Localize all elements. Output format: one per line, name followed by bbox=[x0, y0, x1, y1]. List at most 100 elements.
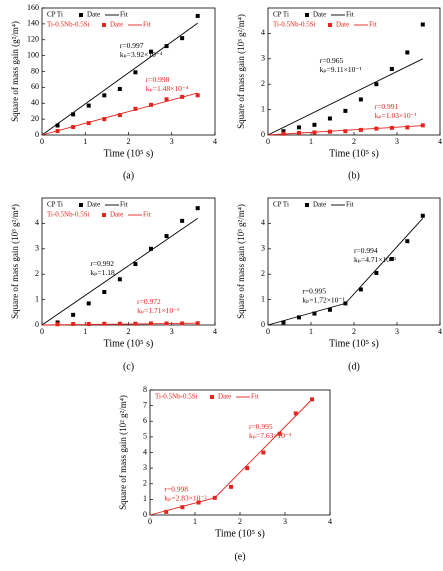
y-tick-label: 3 bbox=[143, 463, 147, 472]
caption: (a) bbox=[123, 170, 134, 181]
x-axis-label: Time (10⁵ s) bbox=[215, 528, 265, 539]
data-point bbox=[343, 301, 348, 306]
data-point bbox=[164, 234, 169, 239]
data-point bbox=[327, 307, 332, 312]
legend-label: Fit bbox=[143, 21, 151, 29]
data-point bbox=[71, 112, 76, 117]
data-point bbox=[164, 44, 169, 49]
data-point bbox=[117, 113, 122, 118]
x-tick-label: 4 bbox=[438, 137, 442, 146]
legend-label: Fit bbox=[120, 201, 128, 209]
annotation: kₚ=2.83×10⁻² bbox=[164, 494, 207, 503]
data-point bbox=[148, 102, 153, 107]
y-tick-label: 60 bbox=[31, 82, 39, 91]
data-point bbox=[148, 49, 153, 54]
caption: (e) bbox=[234, 551, 245, 562]
y-tick-label: 0 bbox=[143, 510, 147, 519]
data-point bbox=[374, 82, 379, 87]
annotation: kₚ=9.11×10⁻¹ bbox=[320, 65, 362, 74]
data-point bbox=[148, 246, 153, 251]
annotation: r=0.972 bbox=[137, 297, 161, 306]
legend-label: Ti-0.5Nb-0.5Si bbox=[273, 21, 316, 29]
annotation: r=0.998 bbox=[164, 485, 188, 494]
data-point bbox=[261, 450, 266, 455]
data-point bbox=[180, 505, 185, 510]
data-point bbox=[102, 117, 107, 122]
data-point bbox=[343, 108, 348, 113]
legend-label: Fit bbox=[369, 21, 377, 29]
annotation: kₚ=1.18 bbox=[90, 268, 115, 277]
data-point bbox=[55, 123, 60, 128]
legend-label: Date bbox=[336, 21, 349, 29]
data-point bbox=[117, 277, 122, 282]
legend-label: Date bbox=[313, 201, 326, 209]
data-point bbox=[374, 270, 379, 275]
y-tick-label: 3 bbox=[261, 54, 265, 63]
legend-label: CP Ti bbox=[47, 201, 63, 209]
panel: 0 1 2 3 4 0 1 2 3 4 Time (10⁵ s) Square of mass gai… bbox=[236, 7, 442, 181]
legend-marker bbox=[305, 203, 309, 207]
x-tick-label: 4 bbox=[438, 327, 442, 336]
data-point bbox=[71, 321, 76, 326]
x-tick-label: 0 bbox=[266, 137, 270, 146]
legend-label: CP Ti bbox=[47, 11, 63, 19]
y-tick-label: 3 bbox=[261, 244, 265, 253]
data-point bbox=[310, 397, 314, 402]
y-tick-label: 40 bbox=[31, 98, 39, 107]
y-tick-label: 4 bbox=[261, 28, 265, 37]
y-tick-label: 1 bbox=[261, 294, 265, 303]
legend-marker bbox=[305, 13, 309, 17]
legend-label: Ti-0.5Nb-0.5Si bbox=[47, 211, 90, 219]
data-point bbox=[420, 213, 425, 218]
x-tick-label: 2 bbox=[352, 137, 356, 146]
annotation: kₚ=1.03×10⁻¹ bbox=[375, 111, 417, 120]
data-point bbox=[327, 129, 332, 134]
x-tick-label: 2 bbox=[352, 327, 356, 336]
data-point bbox=[420, 123, 425, 128]
data-point bbox=[86, 321, 91, 326]
data-point bbox=[296, 130, 301, 135]
data-point bbox=[86, 103, 91, 108]
data-point bbox=[164, 97, 169, 102]
caption: (d) bbox=[348, 361, 360, 372]
data-point bbox=[212, 495, 217, 500]
fit-line bbox=[267, 58, 423, 136]
annotation: r=0.991 bbox=[375, 102, 399, 111]
data-point bbox=[71, 312, 76, 317]
x-tick-label: 2 bbox=[238, 517, 242, 526]
y-tick-label: 2 bbox=[261, 269, 265, 278]
y-tick-label: 20 bbox=[31, 114, 39, 123]
data-point bbox=[245, 466, 250, 471]
y-tick-label: 1 bbox=[143, 494, 147, 503]
y-tick-label: 5 bbox=[143, 432, 147, 441]
data-point bbox=[277, 431, 282, 436]
legend-label: Date bbox=[87, 11, 100, 19]
x-tick-label: 3 bbox=[395, 137, 399, 146]
panel: 0 1 2 3 4 0 1 2 3 4 Time (10⁵ s) Square of mass gai… bbox=[10, 197, 217, 372]
x-tick-label: 1 bbox=[193, 517, 197, 526]
legend-label: Date bbox=[218, 393, 231, 401]
x-tick-label: 3 bbox=[395, 327, 399, 336]
x-tick-label: 1 bbox=[83, 137, 87, 146]
x-tick-label: 2 bbox=[127, 327, 131, 336]
data-point bbox=[55, 129, 60, 134]
data-point bbox=[343, 129, 348, 134]
y-tick-label: 3 bbox=[35, 244, 39, 253]
y-tick-label: 2 bbox=[143, 479, 147, 488]
legend-marker bbox=[328, 23, 332, 27]
data-point bbox=[374, 126, 379, 131]
legend-label: Fit bbox=[120, 11, 128, 19]
annotation: r=0.965 bbox=[320, 56, 344, 65]
data-point bbox=[358, 287, 363, 292]
x-axis-label: Time (10⁵ s) bbox=[329, 338, 379, 349]
annotation: r=0.998 bbox=[146, 75, 170, 84]
y-axis-label: Square of mass gain (g²/m⁴) bbox=[10, 21, 20, 122]
x-tick-label: 1 bbox=[309, 137, 313, 146]
legend-label: Fit bbox=[143, 211, 151, 219]
data-point bbox=[312, 122, 317, 127]
legend-label: Date bbox=[313, 11, 326, 19]
y-tick-label: 140 bbox=[27, 19, 39, 28]
caption: (b) bbox=[348, 170, 360, 181]
